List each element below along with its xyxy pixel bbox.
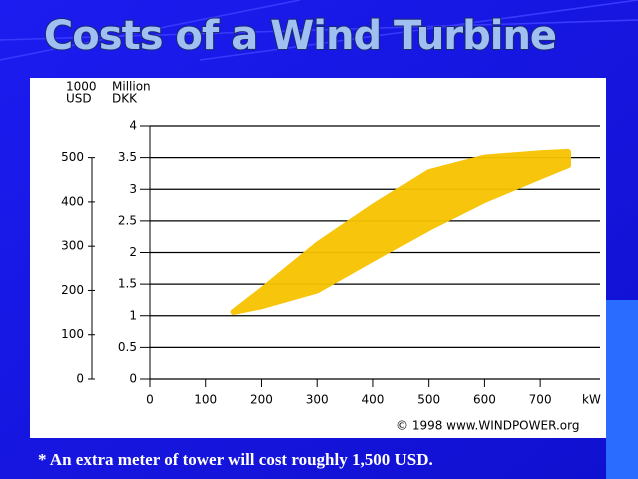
y-tick-label: 4 (129, 119, 137, 133)
y-tick-label: 0 (129, 372, 137, 386)
y-tick-label: 1 (129, 308, 137, 322)
x-tick-label: 200 (250, 393, 273, 407)
y2-axis-title: USD (66, 92, 92, 106)
y2-axis-title: 1000 (66, 80, 97, 94)
y-tick-label: 2 (129, 245, 137, 259)
x-tick-label: 300 (306, 393, 329, 407)
x-tick-label: 0 (146, 393, 154, 407)
y2-tick-label: 100 (61, 327, 84, 341)
footnote: * An extra meter of tower will cost roug… (38, 450, 433, 469)
y-tick-label: 2.5 (118, 213, 137, 227)
y-axis-title: DKK (112, 92, 138, 106)
x-tick-label: 600 (473, 393, 496, 407)
decoration (606, 300, 638, 479)
y-tick-label: 3.5 (118, 150, 137, 164)
y2-tick-label: 200 (61, 283, 84, 297)
y2-tick-label: 500 (61, 150, 84, 164)
cost-band (230, 148, 571, 315)
y2-tick-label: 0 (76, 372, 84, 386)
slide-title: Costs of a Wind Turbine (44, 13, 556, 59)
x-tick-label: 400 (361, 393, 384, 407)
x-tick-label: 100 (194, 393, 217, 407)
x-tick-label: 700 (529, 393, 552, 407)
chart: 1000USDMillionDKK00.511.522.533.54010020… (61, 80, 601, 433)
y-tick-label: 1.5 (118, 277, 137, 291)
x-tick-label: 500 (417, 393, 440, 407)
credit: © 1998 www.WINDPOWER.org (396, 419, 579, 433)
y-axis-title: Million (112, 80, 151, 94)
y2-tick-label: 400 (61, 194, 84, 208)
y-tick-label: 0.5 (118, 340, 137, 354)
y2-tick-label: 300 (61, 239, 84, 253)
decoration (0, 0, 638, 61)
y-tick-label: 3 (129, 182, 137, 196)
x-axis-title: kW (582, 393, 601, 407)
